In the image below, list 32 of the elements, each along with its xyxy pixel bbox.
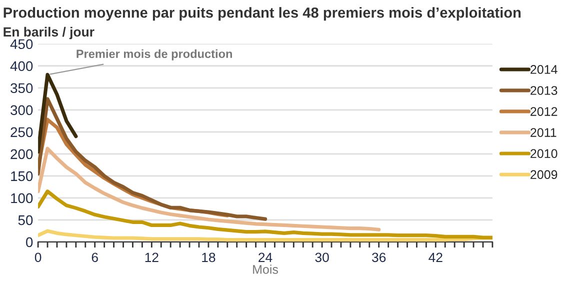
legend-label: 2011 <box>530 128 556 137</box>
x-tick-label: 12 <box>145 252 158 262</box>
x-tick-label: 0 <box>34 252 42 262</box>
x-axis-title: Mois <box>253 264 278 274</box>
legend-label: 2013 <box>530 86 558 95</box>
x-tick-label: 18 <box>202 252 216 262</box>
y-tick-label: 50 <box>18 215 33 226</box>
legend-label: 2012 <box>530 107 558 116</box>
y-tick-label: 200 <box>10 149 33 160</box>
y-tick-label: 150 <box>11 171 33 182</box>
annotation: Premier mois de production <box>76 49 232 60</box>
x-tick-label: 36 <box>372 252 386 262</box>
y-tick-label: 450 <box>10 39 33 50</box>
legend-label: 2010 <box>530 149 558 158</box>
line-series <box>38 190 492 240</box>
legend-label: 2009 <box>530 170 558 180</box>
y-tick-label: 250 <box>10 127 33 138</box>
y-tick-label: 0 <box>26 237 33 248</box>
line-series <box>38 97 268 221</box>
chart-title: Production moyenne par puits pendant les 48 premiers mois d’exploitation <box>4 7 521 21</box>
line-series <box>38 146 381 232</box>
x-tick-label: 42 <box>428 252 442 262</box>
x-tick-label: 24 <box>258 252 272 262</box>
y-tick-label: 100 <box>11 193 33 204</box>
y-tick-label: 400 <box>10 61 33 72</box>
y-tick-label: 350 <box>10 83 33 94</box>
chart-subtitle: En barils / jour <box>4 26 94 40</box>
y-tick-label: 300 <box>10 105 33 116</box>
legend-label: 2014 <box>530 65 558 74</box>
line-series <box>38 72 78 154</box>
x-tick-label: 6 <box>92 252 98 262</box>
x-tick-label: 30 <box>315 252 329 262</box>
